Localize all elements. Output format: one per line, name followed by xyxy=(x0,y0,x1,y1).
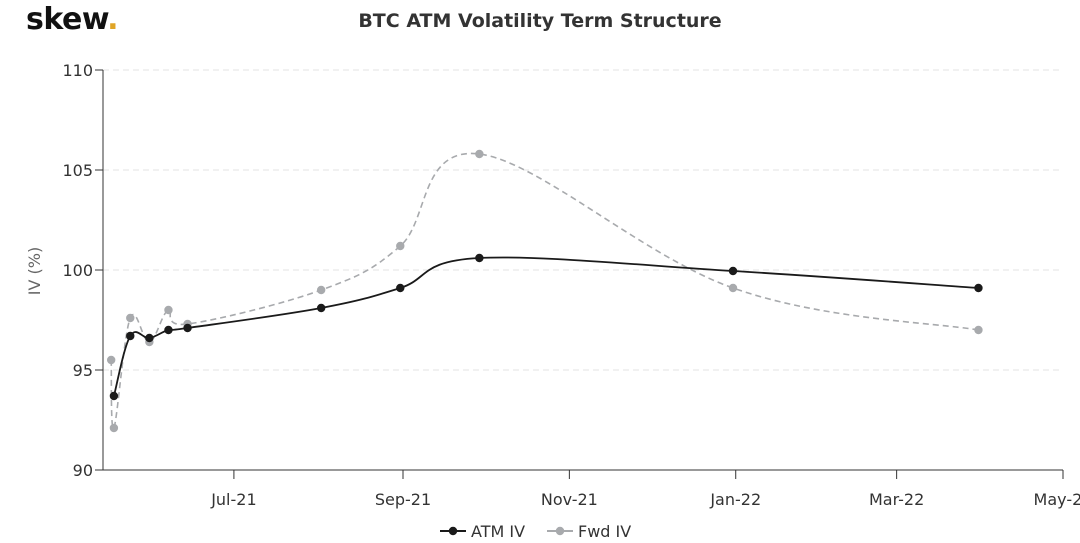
data-point-atm-iv[interactable] xyxy=(109,391,119,401)
data-point-fwd-iv[interactable] xyxy=(126,313,135,323)
data-point-atm-iv[interactable] xyxy=(183,323,192,333)
legend-item-fwd-iv[interactable]: Fwd IV xyxy=(547,522,631,541)
data-point-atm-iv[interactable] xyxy=(145,333,154,343)
legend[interactable]: ATM IV Fwd IV xyxy=(440,522,631,541)
data-point-fwd-iv[interactable] xyxy=(396,241,405,251)
x-tick-label: Nov-21 xyxy=(541,490,598,509)
data-point-fwd-iv[interactable] xyxy=(109,423,119,433)
x-tick-label: Jul-21 xyxy=(210,490,256,509)
data-point-fwd-iv[interactable] xyxy=(106,355,116,365)
y-tick-label: 100 xyxy=(62,261,93,280)
data-point-atm-iv[interactable] xyxy=(728,266,738,276)
series-line-fwd-iv xyxy=(110,152,979,430)
data-point-atm-iv[interactable] xyxy=(316,303,326,313)
logo-text: skew xyxy=(26,2,108,37)
series-layer xyxy=(106,149,983,433)
x-tick-label: Mar-22 xyxy=(869,490,924,509)
legend-item-atm-iv[interactable]: ATM IV xyxy=(440,522,525,541)
data-point-fwd-iv[interactable] xyxy=(475,149,484,159)
y-tick-label: 110 xyxy=(62,61,93,80)
y-tick-label: 105 xyxy=(62,161,93,180)
legend-label-atm-iv: ATM IV xyxy=(471,522,525,541)
grid-lines xyxy=(103,69,1063,371)
data-point-atm-iv[interactable] xyxy=(164,325,173,335)
data-point-atm-iv[interactable] xyxy=(396,283,405,293)
legend-marker-atm-iv xyxy=(448,526,458,536)
chart-title: BTC ATM Volatility Term Structure xyxy=(358,10,722,32)
x-tick-label: Jan-22 xyxy=(709,490,761,509)
data-point-fwd-iv[interactable] xyxy=(316,285,326,295)
legend-label-fwd-iv: Fwd IV xyxy=(578,522,631,541)
logo-dot: . xyxy=(107,2,119,37)
x-tick-label: Sep-21 xyxy=(375,490,431,509)
data-point-fwd-iv[interactable] xyxy=(974,325,983,335)
data-point-fwd-iv[interactable] xyxy=(164,305,173,315)
data-point-atm-iv[interactable] xyxy=(475,253,484,263)
y-tick-label: 90 xyxy=(73,461,93,480)
series-line-atm-iv xyxy=(113,256,979,397)
data-point-atm-iv[interactable] xyxy=(974,283,983,293)
y-tick-label: 95 xyxy=(73,361,93,380)
y-axis-label: IV (%) xyxy=(25,247,44,295)
axes: 90 95 100 105 110 Jul-21 Sep-21 Nov-21 Jan-22 Mar… xyxy=(62,61,1080,509)
data-point-atm-iv[interactable] xyxy=(126,331,135,341)
legend-marker-fwd-iv xyxy=(555,526,565,536)
skew-logo: skew. xyxy=(26,2,119,37)
data-point-fwd-iv[interactable] xyxy=(728,283,738,293)
x-tick-label: May-22 xyxy=(1034,490,1080,509)
